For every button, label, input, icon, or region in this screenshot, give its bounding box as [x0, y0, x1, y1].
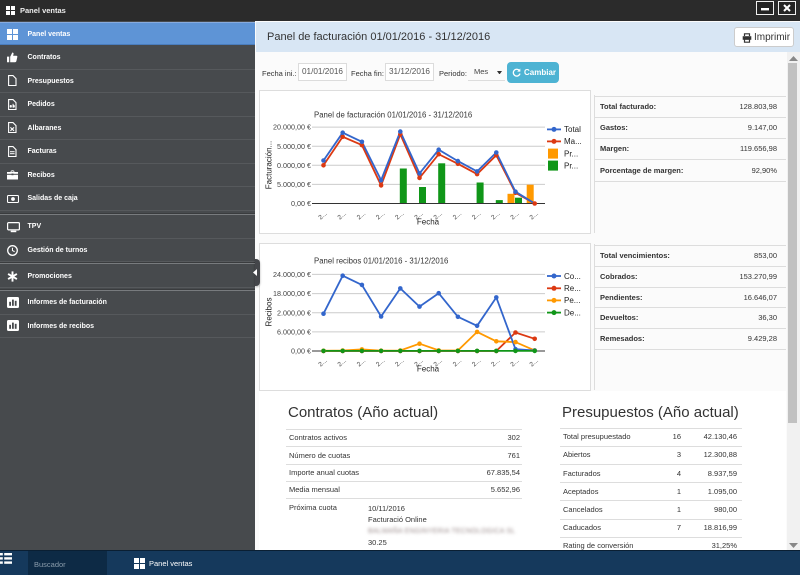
- svg-text:2...: 2...: [452, 357, 464, 368]
- svg-text:2...: 2...: [490, 357, 502, 368]
- svg-text:2...: 2...: [433, 210, 445, 221]
- svg-text:2...: 2...: [375, 210, 387, 221]
- svg-text:Panel recibos 01/01/2016 - 31/: Panel recibos 01/01/2016 - 31/12/2016: [314, 257, 448, 266]
- svg-text:2...: 2...: [394, 210, 406, 221]
- svg-text:Pe...: Pe...: [564, 296, 580, 305]
- svg-text:Fecha: Fecha: [417, 365, 440, 374]
- svg-text:2...: 2...: [317, 210, 329, 221]
- svg-text:Panel de facturación 01/01/201: Panel de facturación 01/01/2016 - 31/12/…: [314, 111, 472, 120]
- svg-text:0.000,00 €: 0.000,00 €: [277, 161, 311, 170]
- svg-text:2.000,00 €: 2.000,00 €: [277, 308, 311, 317]
- svg-text:2...: 2...: [452, 210, 464, 221]
- svg-text:2...: 2...: [433, 357, 445, 368]
- svg-text:De...: De...: [564, 308, 581, 317]
- svg-text:2...: 2...: [529, 357, 541, 368]
- svg-text:2...: 2...: [394, 357, 406, 368]
- svg-text:0,00 €: 0,00 €: [291, 347, 311, 356]
- svg-text:2...: 2...: [471, 210, 483, 221]
- svg-text:Total: Total: [564, 125, 581, 134]
- svg-text:2...: 2...: [356, 210, 368, 221]
- svg-text:0,00 €: 0,00 €: [291, 199, 311, 208]
- svg-text:2...: 2...: [509, 357, 521, 368]
- svg-text:2...: 2...: [337, 357, 349, 368]
- svg-text:18.000,00 €: 18.000,00 €: [273, 289, 311, 298]
- svg-text:2...: 2...: [375, 357, 387, 368]
- svg-text:20.000,00 €: 20.000,00 €: [273, 123, 311, 132]
- svg-text:Fecha: Fecha: [417, 218, 440, 227]
- svg-text:24.000,00 €: 24.000,00 €: [273, 270, 311, 279]
- svg-text:Facturación...: Facturación...: [265, 141, 274, 189]
- svg-text:5.000,00 €: 5.000,00 €: [277, 180, 311, 189]
- svg-text:Pr...: Pr...: [564, 161, 578, 170]
- svg-text:2...: 2...: [490, 210, 502, 221]
- svg-text:Ma...: Ma...: [564, 137, 582, 146]
- svg-text:2...: 2...: [317, 357, 329, 368]
- svg-text:2...: 2...: [509, 210, 521, 221]
- svg-text:Re...: Re...: [564, 284, 581, 293]
- svg-text:5.000,00 €: 5.000,00 €: [277, 142, 311, 151]
- svg-text:Pr...: Pr...: [564, 149, 578, 158]
- svg-text:2...: 2...: [413, 210, 425, 221]
- svg-text:Co...: Co...: [564, 272, 581, 281]
- svg-text:2...: 2...: [471, 357, 483, 368]
- svg-text:2...: 2...: [529, 210, 541, 221]
- svg-text:6.000,00 €: 6.000,00 €: [277, 328, 311, 337]
- svg-text:2...: 2...: [413, 357, 425, 368]
- svg-text:2...: 2...: [337, 210, 349, 221]
- svg-text:Recibos: Recibos: [265, 298, 274, 327]
- svg-text:2...: 2...: [356, 357, 368, 368]
